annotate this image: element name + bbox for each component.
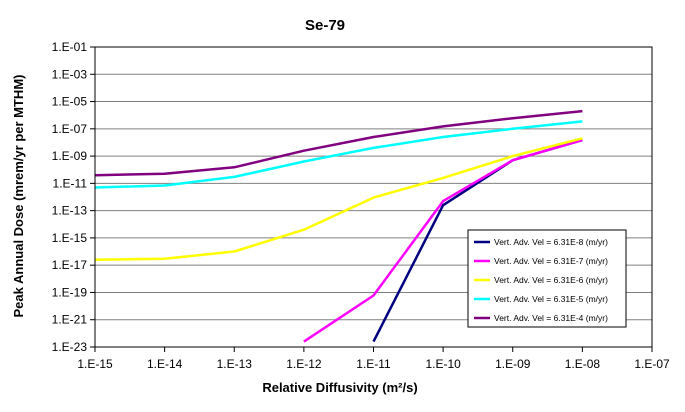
y-tick-label: 1.E-01 (52, 40, 88, 54)
series-lines (94, 109, 583, 343)
x-tick-label: 1.E-13 (217, 357, 253, 371)
x-tick-label: 1.E-07 (634, 357, 670, 371)
x-tick-label: 1.E-08 (565, 357, 601, 371)
x-axis-ticks: 1.E-15 1.E-14 1.E-13 1.E-12 1.E-11 1.E-10 1.E-… (77, 347, 670, 371)
y-tick-label: 1.E-19 (52, 285, 88, 299)
legend-label: Vert. Adv. Vel = 6.31E-6 (m/yr) (494, 275, 608, 285)
y-axis-ticks: 1.E-23 1.E-21 1.E-19 1.E-17 1.E-15 1.E-13 1.E-… (52, 40, 95, 354)
legend-items: Vert. Adv. Vel = 6.31E-8 (m/yr) Vert. Adv… (474, 237, 608, 323)
y-tick-label: 1.E-09 (52, 149, 88, 163)
y-tick-label: 1.E-15 (52, 231, 88, 245)
x-tick-label: 1.E-09 (495, 357, 531, 371)
y-tick-label: 1.E-23 (52, 340, 88, 354)
series-line-5 (94, 109, 583, 177)
y-tick-label: 1.E-11 (53, 176, 88, 190)
gridlines (95, 73, 652, 321)
y-tick-label: 1.E-07 (52, 122, 88, 136)
x-tick-label: 1.E-10 (425, 357, 461, 371)
y-tick-label: 1.E-13 (52, 204, 88, 218)
y-tick-label: 1.E-03 (52, 67, 88, 81)
series-line-2 (303, 138, 583, 343)
x-tick-label: 1.E-15 (77, 357, 113, 371)
x-axis-title: Relative Diffusivity (m²/s) (262, 380, 417, 395)
legend-label: Vert. Adv. Vel = 6.31E-7 (m/yr) (494, 256, 608, 266)
legend-label: Vert. Adv. Vel = 6.31E-8 (m/yr) (494, 237, 608, 247)
y-tick-label: 1.E-05 (52, 95, 88, 109)
y-axis-title: Peak Annual Dose (mrem/yr per MTHM) (11, 75, 26, 318)
chart-title: Se-79 (305, 17, 345, 34)
x-tick-label: 1.E-11 (356, 357, 391, 371)
legend-label: Vert. Adv. Vel = 6.31E-4 (m/yr) (494, 313, 608, 323)
legend-box (467, 229, 627, 328)
x-tick-label: 1.E-12 (286, 357, 322, 371)
legend: Vert. Adv. Vel = 6.31E-8 (m/yr) Vert. Adv… (467, 229, 627, 328)
y-tick-label: 1.E-17 (52, 258, 88, 272)
x-tick-label: 1.E-14 (147, 357, 183, 371)
y-tick-label: 1.E-21 (52, 313, 88, 327)
legend-label: Vert. Adv. Vel = 6.31E-5 (m/yr) (494, 294, 608, 304)
series-line-3 (94, 137, 583, 262)
series-line-4 (94, 120, 583, 189)
